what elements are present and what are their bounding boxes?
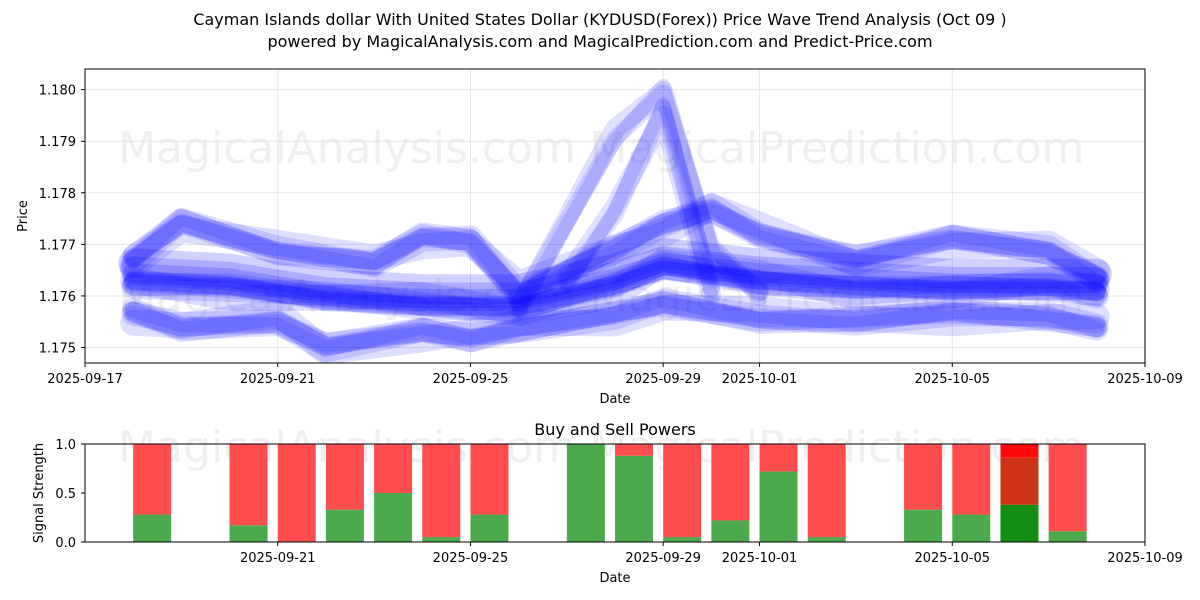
wave-band [123, 296, 1107, 353]
sell-bar [807, 444, 846, 538]
wave-band [124, 200, 1106, 302]
buy-bar [1000, 504, 1039, 542]
wave-band [123, 203, 1107, 306]
buy-bar [133, 514, 172, 542]
x-tick-label: 2025-10-09 [1107, 372, 1183, 387]
wave-band [120, 294, 1110, 363]
y-tick-label: 1.0 [55, 438, 76, 453]
x-tick-label: 2025-09-29 [625, 551, 701, 566]
buy-bar [759, 471, 798, 542]
x-tick-label: 2025-09-21 [240, 372, 316, 387]
sell-bar [711, 444, 750, 521]
wave-band [123, 260, 1107, 317]
watermark-text: MagicalPrediction.com [590, 271, 1085, 322]
y-tick-label: 1.176 [39, 290, 76, 305]
wave-core [122, 253, 1108, 312]
price-panel: MagicalAnalysis.com MagicalPrediction.com… [16, 68, 1183, 407]
buy-bar [904, 509, 943, 542]
wave-band [125, 197, 1105, 304]
signal-chart-title: Buy and Sell Powers [534, 420, 696, 439]
x-axis-label: Date [599, 571, 630, 586]
wave-core [118, 238, 1112, 305]
sell-bar [952, 444, 991, 515]
y-tick-label: 0.5 [55, 487, 76, 502]
x-tick-label: 2025-10-05 [914, 372, 990, 387]
x-tick-label: 2025-09-21 [240, 551, 316, 566]
sell-bar [759, 444, 798, 472]
sell-bar [229, 444, 268, 526]
wave-band [120, 248, 1110, 326]
buy-bar [229, 525, 268, 542]
wave-band [122, 291, 1108, 356]
sell-bar [374, 444, 413, 493]
x-tick-label: 2025-09-29 [625, 372, 701, 387]
wave-core [124, 261, 1106, 316]
sell-bar [133, 444, 172, 515]
wave-core [120, 246, 1110, 309]
sell-bar [422, 444, 461, 538]
sell-bar [325, 444, 364, 510]
buy-bar [663, 537, 702, 542]
wave-band [124, 257, 1106, 319]
y-tick-label: 1.177 [39, 238, 76, 253]
buy-bar [566, 444, 605, 542]
sell-bar [277, 444, 316, 542]
wave-band [122, 199, 1108, 309]
x-tick-label: 2025-10-09 [1107, 551, 1183, 566]
chart-title: Cayman Islands dollar With United States… [193, 10, 1007, 29]
wave-band [125, 255, 1105, 323]
y-axis-label: Signal Strength [32, 443, 47, 543]
sell-bar [470, 444, 509, 515]
watermark-text: MagicalAnalysis.com [118, 271, 576, 322]
y-axis-label: Price [16, 200, 31, 232]
y-tick-label: 0.0 [55, 536, 76, 551]
wave-band [121, 288, 1109, 363]
y-tick-label: 1.175 [39, 342, 76, 357]
y-tick-label: 1.178 [39, 187, 76, 202]
buy-bar [952, 514, 991, 542]
sell-bar [663, 444, 702, 538]
sell-bar [1000, 457, 1039, 505]
x-tick-label: 2025-09-17 [47, 372, 123, 387]
buy-bar [807, 537, 846, 542]
x-tick-label: 2025-09-25 [433, 551, 509, 566]
wave-band [121, 193, 1109, 305]
signal-panel: MagicalAnalysis.comMagicalPrediction.com… [32, 420, 1183, 586]
wave-band [125, 290, 1105, 358]
wave-band [124, 295, 1106, 356]
buy-bar [422, 537, 461, 542]
wave-band [559, 97, 719, 302]
wave-band [508, 81, 770, 318]
wave-band [122, 256, 1108, 321]
buy-bar [615, 455, 653, 542]
buy-bar [374, 493, 413, 542]
buy-bar [470, 514, 509, 542]
wave-band [510, 84, 768, 312]
buy-bar [325, 509, 364, 542]
wave-band [556, 106, 722, 305]
x-tick-label: 2025-09-25 [433, 372, 509, 387]
x-tick-label: 2025-10-05 [914, 551, 990, 566]
buy-bar [1048, 531, 1087, 542]
x-tick-label: 2025-10-01 [722, 551, 798, 566]
wave-band [511, 78, 767, 318]
wave-band [121, 250, 1109, 327]
chart-subtitle: powered by MagicalAnalysis.com and Magic… [267, 32, 933, 51]
sell-bar [615, 444, 653, 456]
y-tick-label: 1.179 [39, 135, 76, 150]
sell-bar [904, 444, 943, 510]
y-tick-label: 1.180 [39, 84, 76, 99]
sell-bar [1048, 444, 1087, 532]
x-axis-label: Date [599, 392, 630, 407]
wave-layer [118, 78, 1112, 363]
watermark-text: MagicalAnalysis.com [118, 123, 576, 174]
price-axes-frame [84, 68, 1146, 364]
sell-bar [1000, 444, 1039, 458]
watermark-text: MagicalPrediction.com [590, 123, 1085, 174]
wave-band [558, 100, 720, 297]
wave-band [120, 193, 1110, 297]
x-tick-label: 2025-10-01 [722, 372, 798, 387]
buy-bar [711, 520, 750, 542]
